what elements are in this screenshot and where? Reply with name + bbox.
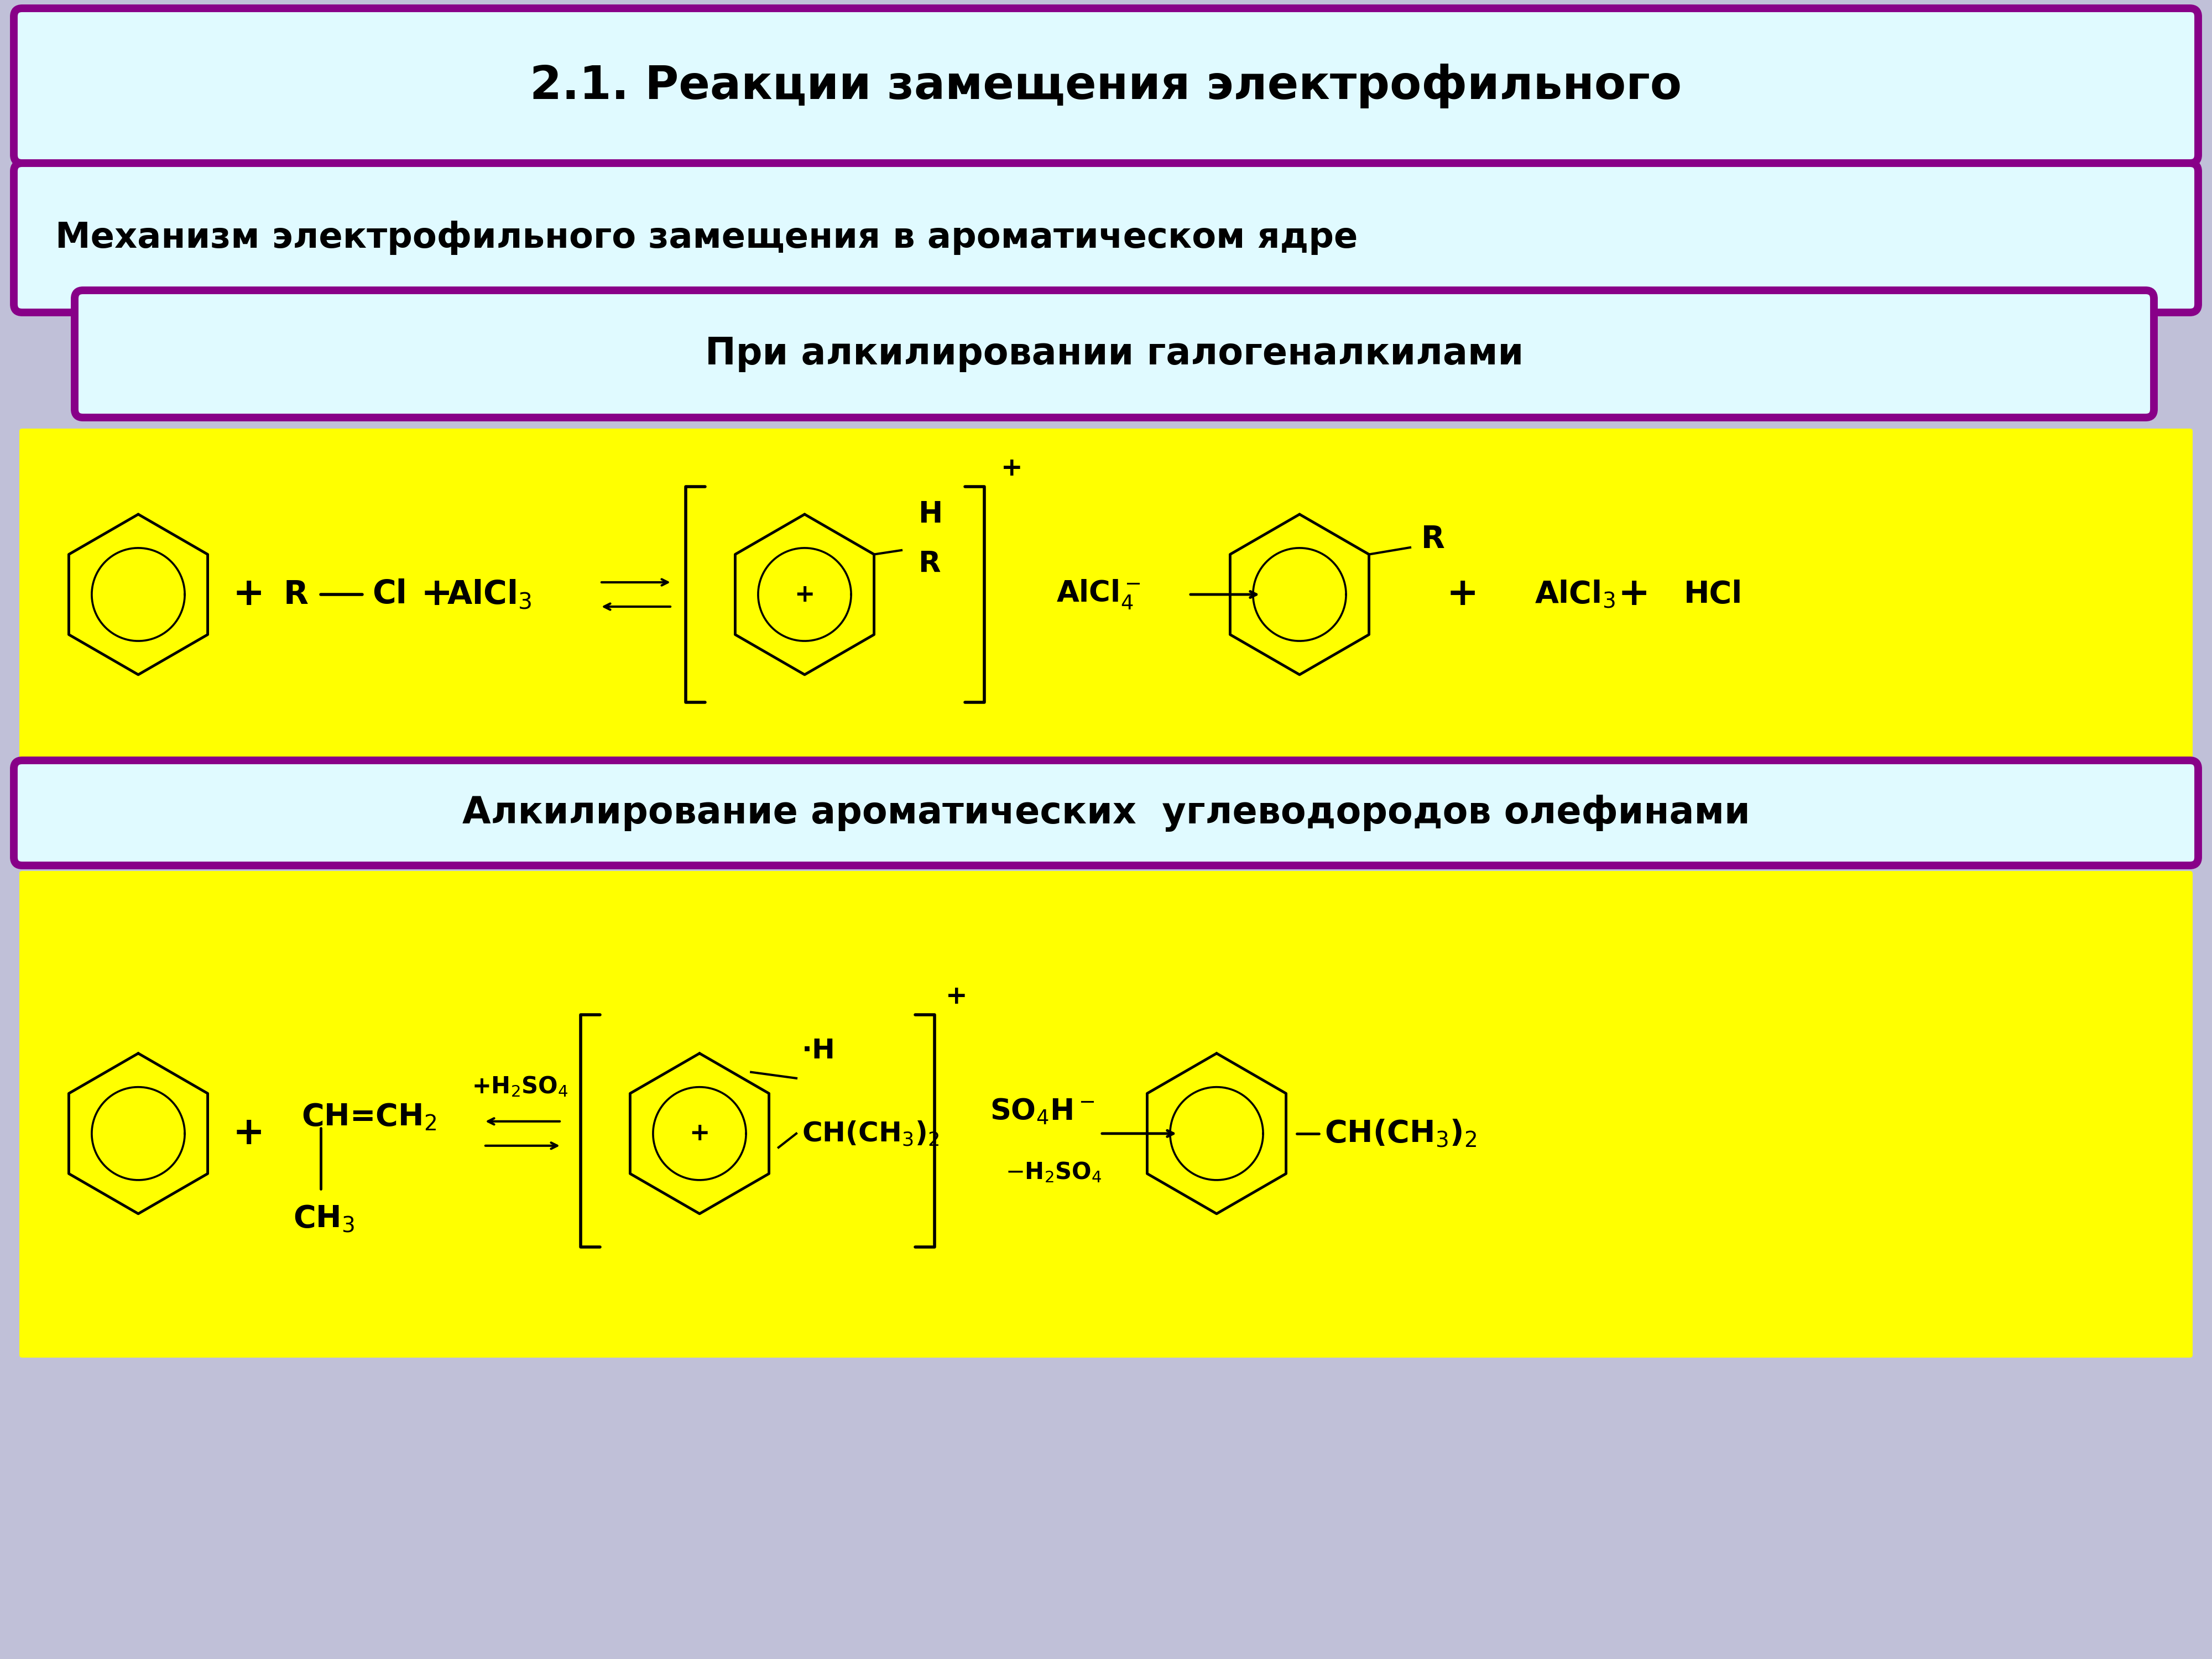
Text: R: R (1420, 524, 1444, 554)
Text: Механизм электрофильного замещения в ароматическом ядре: Механизм электрофильного замещения в аро… (55, 221, 1358, 255)
Text: CH(CH$_3$)$_2$: CH(CH$_3$)$_2$ (801, 1120, 940, 1148)
Text: +: + (945, 984, 967, 1009)
Text: +: + (690, 1121, 710, 1145)
Text: +: + (420, 576, 453, 614)
Text: HCl: HCl (1683, 579, 1743, 609)
Text: CH(CH$_3$)$_2$: CH(CH$_3$)$_2$ (1325, 1118, 1478, 1148)
FancyBboxPatch shape (20, 871, 2192, 1357)
Text: R: R (918, 549, 940, 579)
Text: CH$_3$: CH$_3$ (292, 1204, 354, 1234)
FancyBboxPatch shape (13, 760, 2199, 866)
Text: ·H: ·H (801, 1037, 836, 1063)
Text: +: + (1617, 576, 1650, 614)
Text: Алкилирование ароматических  углеводородов олефинами: Алкилирование ароматических углеводородо… (462, 795, 1750, 831)
Text: +: + (794, 582, 814, 607)
Text: AlCl$_4^-$: AlCl$_4^-$ (1057, 577, 1141, 611)
Text: +: + (1447, 576, 1480, 614)
FancyBboxPatch shape (13, 8, 2199, 163)
Text: AlCl$_3$: AlCl$_3$ (1535, 579, 1615, 611)
Text: R: R (283, 579, 307, 611)
FancyBboxPatch shape (13, 163, 2199, 312)
Text: $-$H$_2$SO$_4$: $-$H$_2$SO$_4$ (1004, 1160, 1102, 1185)
Text: SO$_4$H$^-$: SO$_4$H$^-$ (989, 1097, 1095, 1126)
Text: H: H (918, 499, 942, 529)
Text: +H$_2$SO$_4$: +H$_2$SO$_4$ (471, 1075, 568, 1098)
Text: CH=CH$_2$: CH=CH$_2$ (301, 1102, 436, 1131)
Text: AlCl$_3$: AlCl$_3$ (447, 579, 531, 611)
Text: +: + (232, 576, 265, 614)
Text: Cl: Cl (372, 579, 407, 611)
Text: 2.1. Реакции замещения электрофильного: 2.1. Реакции замещения электрофильного (531, 63, 1681, 108)
FancyBboxPatch shape (20, 428, 2192, 760)
Text: +: + (1000, 456, 1022, 481)
Text: При алкилировании галогеналкилами: При алкилировании галогеналкилами (706, 335, 1524, 372)
FancyBboxPatch shape (75, 290, 2154, 418)
Text: +: + (232, 1115, 265, 1151)
